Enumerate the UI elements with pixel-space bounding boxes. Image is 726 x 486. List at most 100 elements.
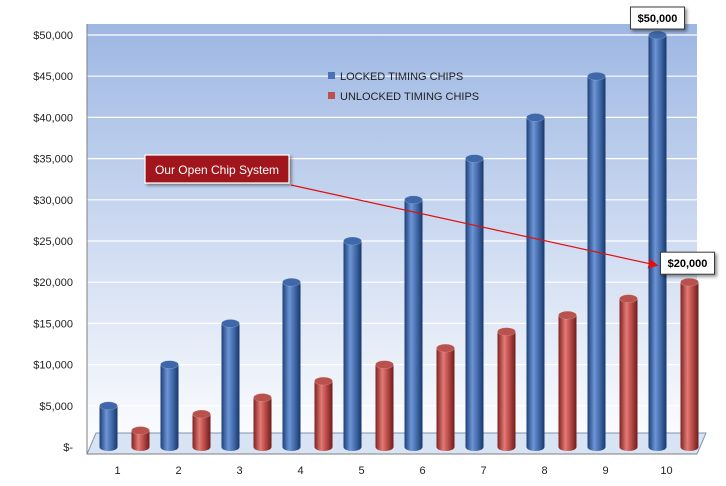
bar-body [99, 405, 118, 451]
annotation-callout [144, 154, 290, 184]
y-tick-label: $50,000 [33, 30, 73, 42]
bar-body [192, 414, 211, 451]
data-label-box [660, 251, 715, 275]
x-tick-label: 9 [602, 465, 608, 477]
bar-top [619, 294, 638, 303]
data-label-box [630, 6, 685, 30]
bar-top [343, 236, 362, 246]
x-tick-label: 7 [480, 465, 486, 477]
bar-unlocked-4 [314, 376, 333, 451]
x-tick-label: 2 [175, 465, 181, 477]
bar-body [436, 348, 455, 451]
y-tick-label: $20,000 [33, 277, 73, 289]
legend-label-locked: LOCKED TIMING CHIPS [340, 71, 463, 83]
annotation-box [144, 154, 290, 184]
bar-body [131, 430, 150, 451]
bar-unlocked-1 [131, 426, 150, 451]
y-tick-label: $30,000 [33, 195, 73, 207]
x-tick-label: 8 [541, 465, 547, 477]
y-tick-label: $35,000 [33, 154, 73, 166]
annotation-arrow [290, 184, 659, 269]
bar-locked-4 [282, 277, 301, 451]
bar-top [526, 113, 545, 122]
bar-body [680, 282, 699, 451]
bar-top [587, 71, 606, 81]
x-tick-label: 10 [660, 465, 672, 477]
chart-floor [86, 432, 707, 455]
x-tick-label: 4 [297, 465, 303, 477]
bar-body [587, 76, 606, 451]
bar-body [221, 323, 240, 451]
bar-top [436, 343, 455, 353]
data-labels: $50,000 $20,000 [630, 6, 715, 275]
bar-body [160, 364, 179, 451]
y-tick-label: $45,000 [33, 71, 73, 83]
y-tick-label: $25,000 [33, 236, 73, 248]
bar-body [497, 331, 516, 451]
bar-top [314, 376, 333, 386]
legend-swatch-unlocked [328, 92, 335, 99]
data-label-text: $20,000 [668, 258, 708, 270]
annotation-text: Our Open Chip System [155, 163, 279, 177]
bar-body [343, 241, 362, 451]
legend-label-unlocked: UNLOCKED TIMING CHIPS [340, 91, 479, 103]
bar-body [253, 397, 272, 451]
bar-unlocked-10 [680, 277, 699, 451]
bar-body [558, 315, 577, 451]
bar-top [404, 195, 423, 205]
bar-locked-3 [221, 319, 240, 451]
bar-locked-6 [404, 195, 423, 451]
bar-unlocked-7 [497, 327, 516, 451]
bar-locked-9 [587, 71, 606, 451]
x-tick-labels: 1 2 3 4 5 6 7 8 9 10 [114, 465, 672, 477]
bar-unlocked-9 [619, 294, 638, 451]
bar-body [619, 298, 638, 451]
bar-top [131, 426, 150, 435]
bar-locked-10 [648, 30, 667, 451]
bar-unlocked-6 [436, 343, 455, 451]
legend-swatch-locked [328, 72, 335, 79]
bar-body [375, 364, 394, 451]
x-tick-label: 5 [358, 465, 364, 477]
bar-top [465, 154, 484, 163]
bar-top [160, 360, 179, 369]
y-tick-labels: $- $5,000 $10,000 $15,000 $20,000 $25,000 $30,… [33, 30, 73, 454]
y-tick-label: $5,000 [39, 401, 73, 413]
bar-unlocked-2 [192, 409, 211, 451]
bar-body [282, 282, 301, 451]
legend: LOCKED TIMING CHIPS UNLOCKED TIMING CHIP… [328, 71, 479, 103]
bar-unlocked-3 [253, 393, 272, 451]
bar-locked-7 [465, 154, 484, 451]
bar-top [253, 393, 272, 402]
bar-body [526, 117, 545, 452]
bar-top [680, 277, 699, 287]
x-tick-label: 3 [236, 465, 242, 477]
y-tick-label: $- [63, 442, 73, 454]
y-tick-label: $10,000 [33, 360, 73, 372]
bar-unlocked-5 [375, 360, 394, 451]
bar-top [558, 310, 577, 320]
data-label-text: $50,000 [638, 13, 678, 25]
x-tick-label: 1 [114, 465, 120, 477]
bar-body [314, 381, 333, 451]
bar-top [375, 360, 394, 369]
bar-top [221, 319, 240, 328]
bar-locked-8 [526, 113, 545, 452]
bar-top [648, 30, 667, 40]
bar-top [497, 327, 516, 336]
x-tick-label: 6 [419, 465, 425, 477]
data-label-locked: $50,000 [630, 6, 685, 30]
y-tick-label: $40,000 [33, 112, 73, 124]
bar-top [192, 409, 211, 419]
bar-body [465, 158, 484, 451]
bar-body [648, 35, 667, 451]
bars [99, 30, 699, 452]
bar-locked-1 [99, 401, 118, 451]
bar-body [404, 199, 423, 451]
y-tick-label: $15,000 [33, 318, 73, 330]
bar-top [282, 277, 301, 287]
bar-locked-5 [343, 236, 362, 451]
bar-top [99, 401, 118, 411]
data-label-unlocked: $20,000 [660, 251, 715, 275]
